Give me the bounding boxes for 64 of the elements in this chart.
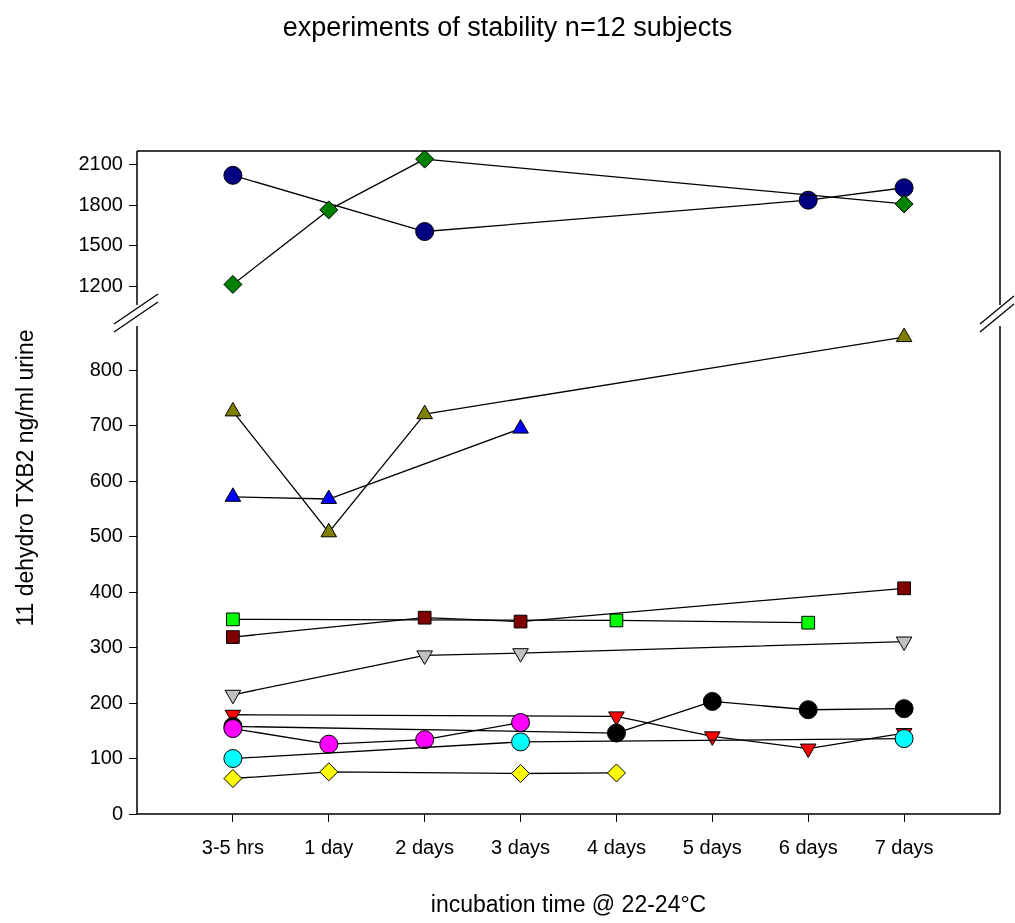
y-tick-label: 700	[89, 413, 123, 436]
point	[511, 764, 531, 784]
point	[897, 581, 911, 596]
point	[894, 729, 914, 749]
point	[320, 522, 338, 538]
point	[511, 713, 531, 732]
x-tick-label: 2 days	[395, 835, 455, 858]
point	[224, 401, 242, 417]
point	[894, 194, 914, 214]
x-axis-title: incubation time @ 22-24°C	[430, 890, 707, 917]
point	[511, 732, 531, 752]
point	[512, 419, 529, 434]
point	[801, 615, 816, 630]
y-tick-label: 500	[89, 524, 123, 547]
x-tick-label: 4 days	[586, 835, 646, 858]
x-tick-label: 3 days	[491, 835, 551, 858]
point	[224, 487, 242, 502]
point	[608, 711, 625, 726]
point	[319, 734, 339, 754]
point	[798, 190, 818, 210]
point	[704, 731, 721, 746]
y-tick-label: 200	[89, 690, 123, 713]
point	[319, 200, 339, 220]
y-tick-label: 1800	[78, 192, 123, 215]
x-tick-label: 6 days	[778, 835, 838, 858]
x-tick-label: 3-5 hrs	[201, 835, 265, 858]
point	[226, 612, 240, 627]
y-axis-title: 11 dehydro TXB2 ng/ml urine	[11, 329, 39, 627]
y-tick-label: 600	[89, 468, 123, 491]
point	[319, 762, 339, 782]
x-tick-label: 5 days	[682, 835, 742, 858]
point	[320, 489, 338, 505]
point	[894, 699, 914, 719]
point	[894, 178, 914, 198]
point	[609, 613, 624, 628]
point	[606, 763, 626, 783]
point	[606, 723, 626, 743]
point	[798, 700, 818, 720]
point	[415, 151, 435, 169]
point	[223, 769, 243, 789]
point	[223, 165, 243, 185]
y-tick-label: 100	[89, 746, 123, 769]
point	[415, 730, 435, 750]
point	[895, 327, 913, 343]
x-tick-label: 7 days	[874, 835, 934, 858]
y-tick-label: 400	[89, 579, 123, 602]
y-tick-label: 300	[89, 635, 123, 658]
y-tick-label: 1200	[78, 273, 123, 296]
y-tick-label: 2100	[78, 152, 123, 175]
point	[223, 274, 243, 294]
point	[226, 630, 240, 644]
x-tick-label: 1 day	[304, 835, 354, 858]
y-tick-label: 1500	[78, 233, 123, 256]
point	[417, 610, 432, 625]
point	[224, 689, 242, 705]
point	[702, 691, 722, 711]
y-tick-label: 800	[89, 357, 123, 380]
point	[415, 222, 435, 242]
point	[513, 614, 528, 629]
chart-title: experiments of stability n=12 subjects	[281, 12, 734, 43]
point	[223, 749, 243, 769]
point	[799, 743, 817, 759]
point	[416, 404, 433, 420]
y-tick-label: 0	[111, 801, 123, 824]
